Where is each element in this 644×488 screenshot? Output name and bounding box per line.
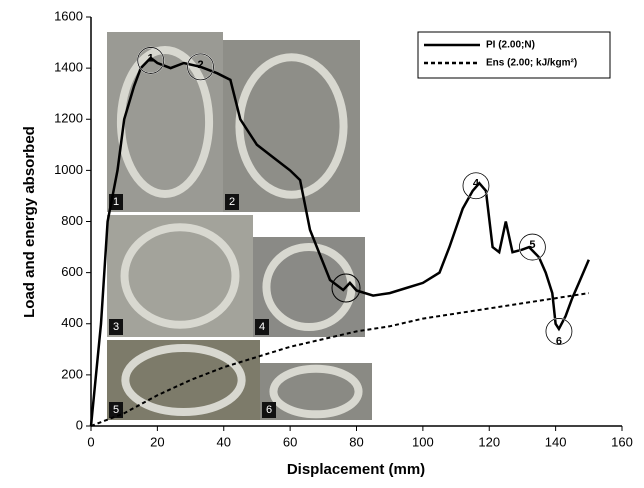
x-tick-label: 80 <box>349 434 363 449</box>
x-tick-label: 160 <box>611 434 633 449</box>
x-tick-label: 20 <box>150 434 164 449</box>
photo-label: 4 <box>259 321 265 333</box>
x-tick-label: 0 <box>87 434 94 449</box>
legend-label: PI (2.00;N) <box>486 40 535 51</box>
x-tick-label: 140 <box>545 434 567 449</box>
y-tick-label: 1200 <box>54 111 83 126</box>
x-tick-label: 100 <box>412 434 434 449</box>
y-tick-label: 400 <box>61 315 83 330</box>
y-tick-label: 800 <box>61 213 83 228</box>
y-tick-label: 1600 <box>54 8 83 23</box>
y-tick-label: 200 <box>61 366 83 381</box>
annotation-label: 6 <box>556 335 562 347</box>
photo-label: 6 <box>266 404 272 416</box>
annotation-label: 5 <box>529 239 535 251</box>
x-tick-label: 40 <box>217 434 231 449</box>
photo <box>107 215 253 337</box>
photo-label: 3 <box>113 321 119 333</box>
x-tick-label: 60 <box>283 434 297 449</box>
y-tick-label: 1400 <box>54 60 83 75</box>
page: {"chart_data": {"type": "line", "x_label… <box>0 0 644 488</box>
legend-label: Ens (2.00; kJ/kgm²) <box>486 58 577 69</box>
annotation-label: 4 <box>473 178 480 190</box>
photo-label: 2 <box>229 196 235 208</box>
chart: 1 2 3 4 5 6 Displacement (mm) Load and energy… <box>0 0 644 483</box>
photo-label: 5 <box>113 404 119 416</box>
x-tick-label: 120 <box>478 434 500 449</box>
y-tick-label: 1000 <box>54 162 83 177</box>
y-tick-label: 0 <box>76 417 83 432</box>
y-axis-title: Load and energy absorbed <box>21 126 38 318</box>
annotation-label: 1 <box>148 52 154 64</box>
x-axis-title: Displacement (mm) <box>287 461 425 478</box>
y-tick-label: 600 <box>61 264 83 279</box>
photo-label: 1 <box>113 196 119 208</box>
annotation-label: 2 <box>197 59 203 71</box>
